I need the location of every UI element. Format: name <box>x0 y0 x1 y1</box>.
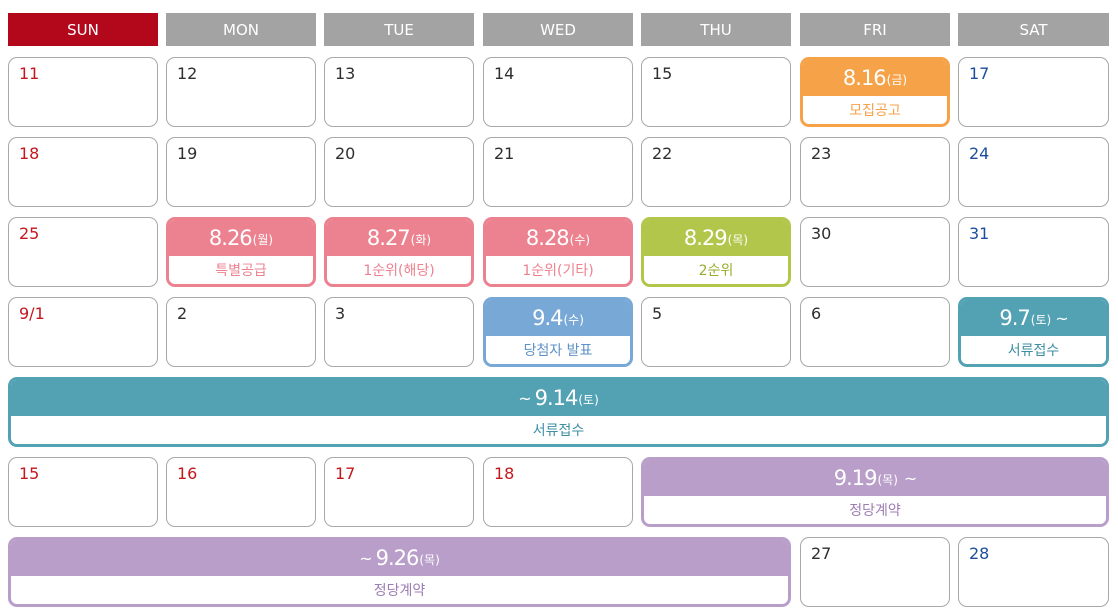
event-date: 8.26 (월) <box>169 220 313 256</box>
day-number: 28 <box>969 544 990 563</box>
day-number: 17 <box>335 464 356 483</box>
day-cell: 15 <box>8 457 158 527</box>
event-label: 서류접수 <box>532 423 585 439</box>
day-number: 5 <box>652 304 663 323</box>
day-number: 12 <box>177 64 198 83</box>
day-cell: 24 <box>958 137 1109 207</box>
day-number: 13 <box>335 64 356 83</box>
day-number: 17 <box>969 64 990 83</box>
day-cell: 25 <box>8 217 158 287</box>
day-cell: 12 <box>166 57 316 127</box>
header-sat: SAT <box>958 13 1109 46</box>
day-number: 21 <box>494 144 515 163</box>
day-cell: 11 <box>8 57 158 127</box>
day-cell: 17 <box>958 57 1109 127</box>
event-winner-announcement: 9.4 (수) 당첨자 발표 <box>483 297 633 367</box>
event-document-submission-end: ~9.14 (토) 서류접수 <box>8 377 1109 447</box>
header-tue: TUE <box>324 13 474 46</box>
day-number: 23 <box>811 144 832 163</box>
event-date: 8.29 (목) <box>644 220 788 256</box>
event-document-submission-start: 9.7 (토) ~ 서류접수 <box>958 297 1109 367</box>
day-number: 15 <box>652 64 673 83</box>
day-cell: 14 <box>483 57 633 127</box>
day-number: 14 <box>494 64 515 83</box>
day-cell: 17 <box>324 457 474 527</box>
event-label: 특별공급 <box>215 263 267 279</box>
day-number: 20 <box>335 144 356 163</box>
day-cell: 9/1 <box>8 297 158 367</box>
day-number: 27 <box>811 544 832 563</box>
day-cell: 22 <box>641 137 791 207</box>
day-cell: 23 <box>800 137 950 207</box>
day-number: 9/1 <box>19 304 45 323</box>
event-first-rank-local: 8.27 (화) 1순위(해당) <box>324 217 474 287</box>
day-cell: 18 <box>483 457 633 527</box>
event-label: 모집공고 <box>849 103 901 119</box>
event-date: 8.28 (수) <box>486 220 630 256</box>
day-cell: 30 <box>800 217 950 287</box>
event-date: 9.19 (목) ~ <box>644 460 1106 496</box>
day-number: 2 <box>177 304 188 323</box>
event-date: ~9.26 (목) <box>11 540 788 576</box>
event-contract-end: ~9.26 (목) 정당계약 <box>8 537 791 607</box>
day-number: 30 <box>811 224 832 243</box>
event-date: 9.7 (토) ~ <box>961 300 1106 336</box>
header-wed: WED <box>483 13 633 46</box>
event-contract-start: 9.19 (목) ~ 정당계약 <box>641 457 1109 527</box>
day-cell: 16 <box>166 457 316 527</box>
day-cell: 21 <box>483 137 633 207</box>
day-cell: 27 <box>800 537 950 607</box>
day-cell: 15 <box>641 57 791 127</box>
event-special-supply: 8.26 (월) 특별공급 <box>166 217 316 287</box>
day-cell: 3 <box>324 297 474 367</box>
day-number: 6 <box>811 304 822 323</box>
header-mon: MON <box>166 13 316 46</box>
day-number: 31 <box>969 224 990 243</box>
event-label: 1순위(기타) <box>522 263 594 279</box>
day-cell: 19 <box>166 137 316 207</box>
day-number: 3 <box>335 304 346 323</box>
day-number: 24 <box>969 144 990 163</box>
day-number: 11 <box>19 64 40 83</box>
event-label: 당첨자 발표 <box>523 343 593 359</box>
day-number: 25 <box>19 224 40 243</box>
day-number: 22 <box>652 144 673 163</box>
event-label: 서류접수 <box>1007 343 1060 359</box>
event-label: 정당계약 <box>849 503 901 519</box>
event-first-rank-other: 8.28 (수) 1순위(기타) <box>483 217 633 287</box>
day-number: 18 <box>494 464 515 483</box>
header-sun: SUN <box>8 13 158 46</box>
day-number: 16 <box>177 464 198 483</box>
event-date: ~9.14 (토) <box>11 380 1106 416</box>
day-number: 19 <box>177 144 198 163</box>
day-number: 18 <box>19 144 40 163</box>
day-cell: 18 <box>8 137 158 207</box>
day-cell: 13 <box>324 57 474 127</box>
event-date: 8.27 (화) <box>327 220 471 256</box>
header-thu: THU <box>641 13 791 46</box>
day-cell: 2 <box>166 297 316 367</box>
day-cell: 20 <box>324 137 474 207</box>
event-date: 8.16 (금) <box>803 60 947 96</box>
event-label: 1순위(해당) <box>363 263 435 279</box>
day-cell: 28 <box>958 537 1109 607</box>
event-second-rank: 8.29 (목) 2순위 <box>641 217 791 287</box>
event-date: 9.4 (수) <box>486 300 630 336</box>
day-cell: 6 <box>800 297 950 367</box>
event-label: 2순위 <box>698 263 734 279</box>
event-announcement: 8.16 (금) 모집공고 <box>800 57 950 127</box>
day-number: 15 <box>19 464 40 483</box>
day-cell: 5 <box>641 297 791 367</box>
event-label: 정당계약 <box>373 583 426 599</box>
day-cell: 31 <box>958 217 1109 287</box>
header-fri: FRI <box>800 13 950 46</box>
